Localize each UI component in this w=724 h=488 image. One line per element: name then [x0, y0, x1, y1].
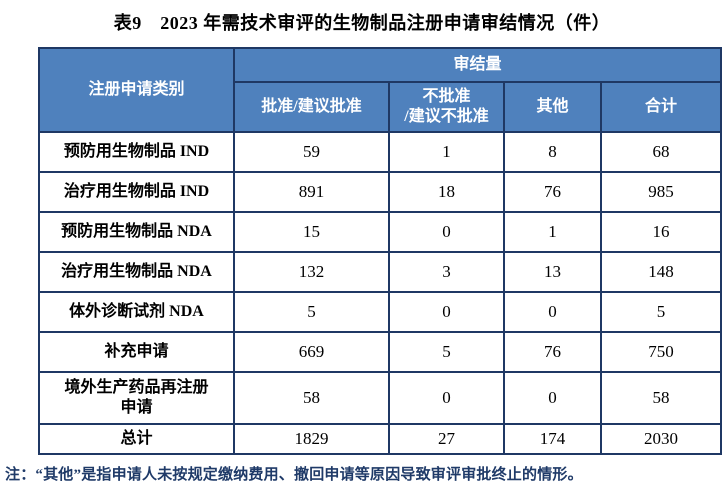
- row-label: 境外生产药品再注册 申请: [38, 371, 235, 425]
- column-header-total: 合计: [599, 81, 723, 133]
- cell-value: 0: [503, 291, 602, 333]
- footnote: 注：“其他”是指申请人未按规定缴纳费用、撤回申请等原因导致审评审批终止的情形。: [5, 467, 583, 483]
- cell-value: 15: [233, 211, 390, 253]
- cell-value: 5: [388, 331, 505, 373]
- cell-value: 76: [503, 331, 602, 373]
- column-header-settled-total-group: 审结量: [232, 47, 723, 83]
- row-label: 总计: [38, 423, 235, 455]
- cell-value: 1: [503, 211, 602, 253]
- cell-value: 59: [233, 131, 390, 173]
- cell-value: 8: [503, 131, 602, 173]
- cell-value: 58: [599, 371, 723, 425]
- cell-value: 1: [388, 131, 505, 173]
- column-header-approved: 批准/建议批准: [233, 81, 390, 133]
- header-row-group: 注册申请类别 审结量: [38, 47, 723, 133]
- row-label: 预防用生物制品 IND: [38, 131, 235, 173]
- results-table: 注册申请类别 审结量 批准/建议批准 不批准 /建议不批准 其他 合计 预防用生…: [38, 47, 723, 455]
- table-row: 预防用生物制品 NDA 15 0 1 16: [38, 211, 723, 253]
- row-label: 补充申请: [38, 331, 235, 373]
- cell-value: 5: [233, 291, 390, 333]
- cell-value: 5: [599, 291, 723, 333]
- cell-value: 18: [388, 171, 505, 213]
- row-label: 治疗用生物制品 NDA: [38, 251, 235, 293]
- column-header-not-approved: 不批准 /建议不批准: [388, 81, 505, 133]
- cell-value: 750: [599, 331, 723, 373]
- cell-value: 0: [388, 211, 505, 253]
- cell-value: 27: [388, 423, 505, 455]
- column-header-category: 注册申请类别: [38, 47, 235, 133]
- column-header-other: 其他: [503, 81, 602, 133]
- row-label: 治疗用生物制品 IND: [38, 171, 235, 213]
- cell-value: 174: [503, 423, 602, 455]
- table-row-total: 总计 1829 27 174 2030: [38, 423, 723, 455]
- table-row: 境外生产药品再注册 申请 58 0 0 58: [38, 371, 723, 425]
- cell-value: 13: [503, 251, 602, 293]
- cell-value: 68: [599, 131, 723, 173]
- cell-value: 0: [388, 371, 505, 425]
- cell-value: 132: [233, 251, 390, 293]
- cell-value: 891: [233, 171, 390, 213]
- table-row: 治疗用生物制品 NDA 132 3 13 148: [38, 251, 723, 293]
- header-row-sub: 批准/建议批准 不批准 /建议不批准 其他 合计: [39, 81, 723, 133]
- cell-value: 76: [503, 171, 602, 213]
- cell-value: 1829: [233, 423, 390, 455]
- page-title: 表9 2023 年需技术审评的生物制品注册申请审结情况（件）: [113, 13, 611, 33]
- cell-value: 16: [599, 211, 723, 253]
- table-row: 预防用生物制品 IND 59 1 8 68: [38, 131, 723, 173]
- cell-value: 148: [599, 251, 723, 293]
- table-row: 体外诊断试剂 NDA 5 0 0 5: [38, 291, 723, 333]
- table-row: 治疗用生物制品 IND 891 18 76 985: [38, 171, 723, 213]
- row-label: 预防用生物制品 NDA: [38, 211, 235, 253]
- cell-value: 669: [233, 331, 390, 373]
- cell-value: 985: [599, 171, 723, 213]
- table-row: 补充申请 669 5 76 750: [38, 331, 723, 373]
- cell-value: 2030: [599, 423, 723, 455]
- cell-value: 0: [503, 371, 602, 425]
- cell-value: 0: [388, 291, 505, 333]
- cell-value: 3: [388, 251, 505, 293]
- row-label: 体外诊断试剂 NDA: [38, 291, 235, 333]
- cell-value: 58: [233, 371, 390, 425]
